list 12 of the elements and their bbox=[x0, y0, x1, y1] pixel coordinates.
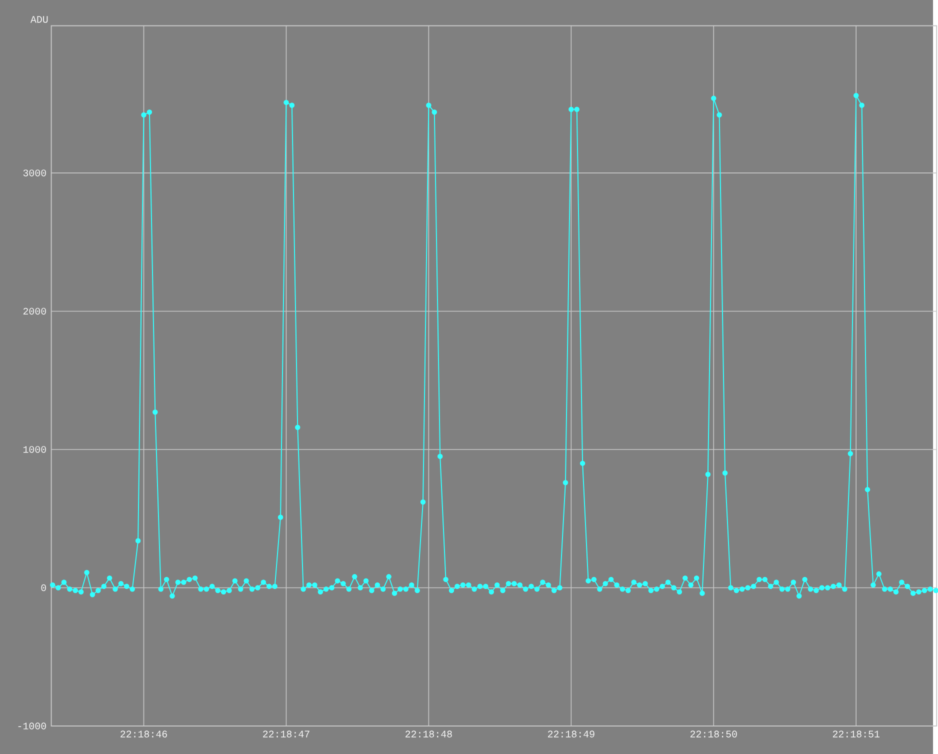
x-tick-label: 22:18:51 bbox=[832, 730, 880, 738]
y-tick-label: 1000 bbox=[23, 446, 46, 453]
y-axis-title: ADU bbox=[30, 16, 48, 23]
x-tick-label: 22:18:50 bbox=[690, 730, 737, 738]
x-tick-label: 22:18:47 bbox=[263, 730, 310, 738]
x-tick-label: 22:18:48 bbox=[406, 730, 452, 738]
x-tick-label: 22:18:46 bbox=[120, 730, 167, 738]
y-tick-label: -1000 bbox=[18, 722, 46, 730]
y-tick-label: 2000 bbox=[23, 308, 46, 315]
y-tick-label: 3000 bbox=[23, 170, 46, 176]
x-tick-label: 22:18:49 bbox=[548, 730, 594, 738]
y-tick-label: 0 bbox=[41, 584, 46, 592]
